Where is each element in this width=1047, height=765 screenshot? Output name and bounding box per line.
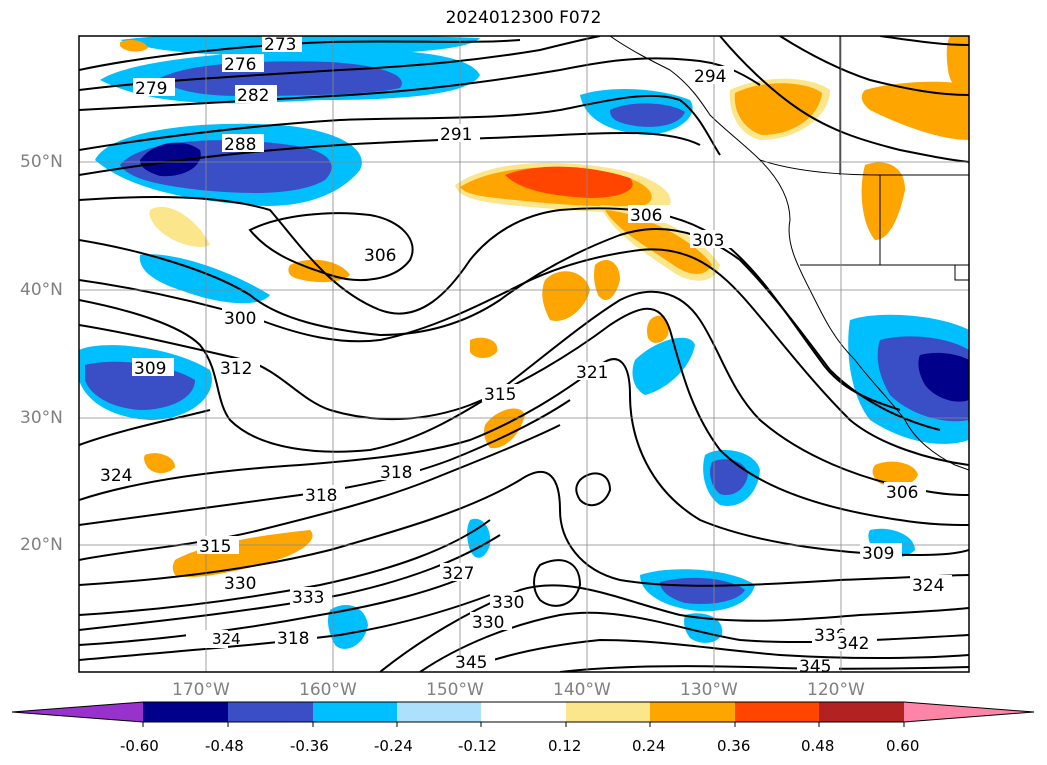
lon-label-150w: 150°W — [426, 680, 484, 700]
contour-label-345-b: 345 — [455, 653, 487, 673]
contour-label-318-b: 318 — [305, 486, 337, 506]
contour-label-315-b: 315 — [199, 537, 231, 557]
lat-label-30n: 30°N — [20, 408, 63, 428]
lat-label-40n: 40°N — [20, 280, 63, 300]
contour-label-306-c: 306 — [886, 483, 918, 503]
colorbar-tick-label: -0.36 — [290, 737, 329, 755]
lon-label-130w: 130°W — [680, 680, 738, 700]
colorbar-tick-label: 0.60 — [886, 737, 920, 755]
contour-label-279: 279 — [135, 79, 167, 99]
contour-label-333: 333 — [292, 588, 324, 608]
coastlines — [609, 36, 969, 471]
colorbar-swatch-6 — [566, 702, 650, 722]
contour-label-342: 342 — [837, 634, 869, 654]
contour-labels: 273 276 279 282 288 291 294 300 303 306 … — [98, 35, 952, 677]
contour-label-318-a: 318 — [380, 463, 412, 483]
contour-label-345: 345 — [799, 657, 831, 677]
colorbar-swatch-7 — [650, 702, 735, 722]
contour-label-291: 291 — [440, 125, 472, 145]
colorbar-tick-label: -0.12 — [458, 737, 497, 755]
contour-label-330-c: 330 — [472, 613, 504, 633]
colorbar-tick-label: 0.36 — [717, 737, 751, 755]
colorbar-tick-label: -0.60 — [120, 737, 159, 755]
lat-label-20n: 20°N — [20, 535, 63, 555]
contour-label-324-c: 324 — [212, 630, 241, 648]
contour-label-306-a: 306 — [364, 246, 396, 266]
colorbar-swatch-5 — [481, 702, 566, 722]
contour-label-306-b: 306 — [630, 206, 662, 226]
colorbar-tick-label: 0.12 — [548, 737, 582, 755]
colorbar-min-extend — [12, 702, 143, 722]
contour-label-294: 294 — [694, 67, 726, 87]
lon-label-140w: 140°W — [553, 680, 611, 700]
lon-label-120w: 120°W — [807, 680, 865, 700]
colorbar-tick-label: -0.24 — [374, 737, 413, 755]
colorbar-swatch-1 — [143, 702, 228, 722]
contour-label-330-b: 330 — [224, 574, 256, 594]
lon-label-160w: 160°W — [299, 680, 357, 700]
contour-label-330-a: 330 — [492, 593, 524, 613]
contour-label-309-b: 309 — [862, 544, 894, 564]
lat-label-50n: 50°N — [20, 152, 63, 172]
contour-label-327: 327 — [442, 564, 474, 584]
colorbar-max-extend — [904, 702, 1034, 722]
contour-label-324-a: 324 — [100, 466, 132, 486]
colorbar-tick-label: -0.48 — [205, 737, 244, 755]
colorbar-tick-label: 0.48 — [801, 737, 835, 755]
colorbar-swatch-3 — [313, 702, 397, 722]
colorbar-tick-label: 0.24 — [632, 737, 666, 755]
colorbar-swatch-4 — [397, 702, 481, 722]
contour-label-318-c: 318 — [277, 629, 309, 649]
colorbar-swatch-8 — [735, 702, 819, 722]
contour-label-288: 288 — [224, 135, 256, 155]
contour-label-282: 282 — [237, 86, 269, 106]
contour-label-324-b: 324 — [912, 576, 944, 596]
contour-label-276: 276 — [224, 55, 256, 75]
colorbar-swatch-2 — [228, 702, 313, 722]
map-border — [78, 35, 970, 673]
contour-label-300: 300 — [224, 309, 256, 329]
contour-label-309-a: 309 — [134, 359, 166, 379]
lon-label-170w: 170°W — [172, 680, 230, 700]
contour-label-273: 273 — [264, 35, 296, 55]
contour-label-303: 303 — [692, 231, 724, 251]
colorbar — [11, 701, 1035, 727]
map-title: 2024012300 F072 — [445, 8, 602, 28]
height-contours — [79, 36, 969, 672]
colorbar-swatch-9 — [819, 702, 904, 722]
contour-label-321-a: 321 — [576, 363, 608, 383]
contour-label-315-a: 315 — [484, 385, 516, 405]
contour-label-312: 312 — [220, 359, 252, 379]
